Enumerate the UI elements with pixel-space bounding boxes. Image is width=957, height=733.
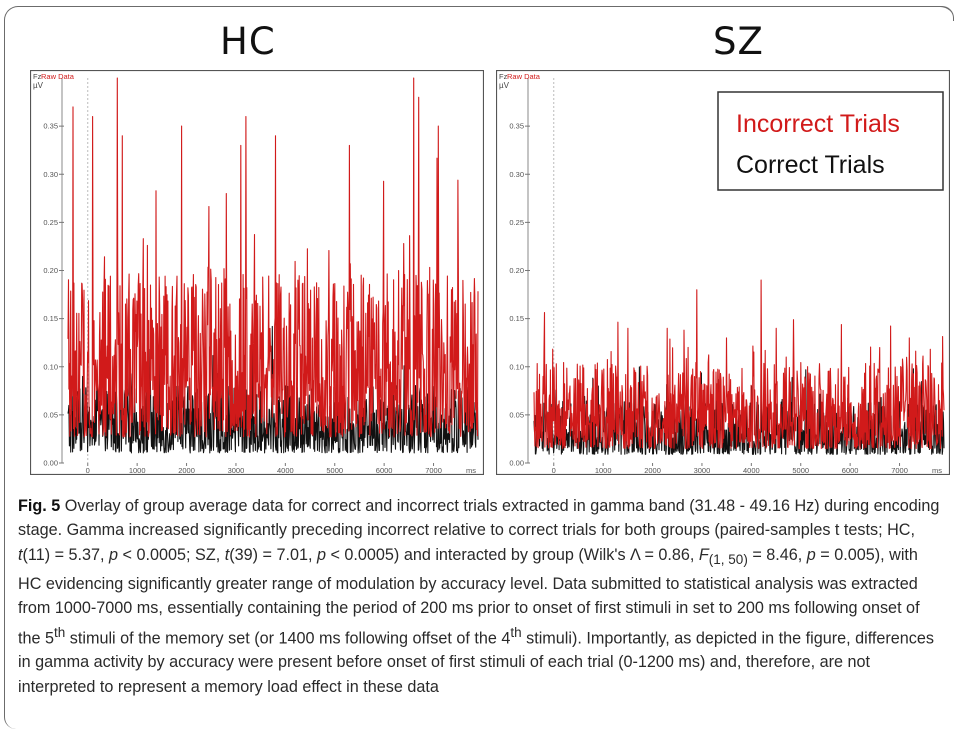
caption-text: Overlay of group average data for correc… <box>18 497 939 539</box>
y-tick-label: 0.25 <box>43 218 58 227</box>
x-tick-label: 1000 <box>595 466 612 475</box>
x-tick-label: 7000 <box>425 466 442 475</box>
y-tick-label: 0.20 <box>509 266 524 275</box>
figure-caption: Fig. 5 Overlay of group average data for… <box>18 494 943 699</box>
x-unit-label: ms <box>466 466 476 475</box>
unit-label: µV <box>33 81 44 90</box>
y-tick-label: 0.10 <box>43 362 58 371</box>
x-tick-label: 0 <box>86 466 90 475</box>
y-tick-label: 0.30 <box>509 170 524 179</box>
x-tick-label: 6000 <box>842 466 859 475</box>
y-tick-label: 0.35 <box>43 122 58 131</box>
x-tick-label: 3000 <box>228 466 245 475</box>
y-tick-label: 0.00 <box>43 459 58 468</box>
caption-fig-label: Fig. 5 <box>18 497 60 515</box>
x-tick-label: 5000 <box>792 466 809 475</box>
caption-text: (39) = 7.01, <box>229 546 317 564</box>
y-tick-label: 0.00 <box>509 459 524 468</box>
caption-italic: F <box>699 546 709 564</box>
y-tick-label: 0.15 <box>43 314 58 323</box>
caption-text: stimuli of the memory set (or 1400 ms fo… <box>65 629 510 647</box>
legend-correct: Correct Trials <box>736 151 885 179</box>
hc-title: HC <box>220 20 276 63</box>
y-tick-label: 0.15 <box>509 314 524 323</box>
x-tick-label: 6000 <box>376 466 393 475</box>
caption-superscript: th <box>54 625 65 640</box>
data-label: Raw Data <box>507 72 541 81</box>
x-unit-label: ms <box>932 466 942 475</box>
x-tick-label: 4000 <box>277 466 294 475</box>
x-tick-label: 1000 <box>129 466 146 475</box>
caption-italic: p <box>109 546 118 564</box>
x-tick-label: 2000 <box>644 466 661 475</box>
caption-text: < 0.0005; SZ, <box>118 546 225 564</box>
y-tick-label: 0.20 <box>43 266 58 275</box>
hc-chart: 0.00 0.05 0.10 0.15 0.20 0.25 0.30 0.35 0 1000 200… <box>30 70 484 475</box>
x-tick-label: 2000 <box>178 466 195 475</box>
x-tick-label: 3000 <box>694 466 711 475</box>
caption-text: (11) = 5.37, <box>23 546 110 564</box>
y-tick-label: 0.10 <box>509 362 524 371</box>
caption-text: = 8.46, <box>748 546 807 564</box>
caption-superscript: th <box>510 625 521 640</box>
y-tick-label: 0.05 <box>43 410 58 419</box>
y-tick-label: 0.30 <box>43 170 58 179</box>
legend-incorrect: Incorrect Trials <box>736 110 900 138</box>
unit-label: µV <box>499 81 510 90</box>
x-tick-label: 7000 <box>891 466 908 475</box>
y-tick-label: 0.05 <box>509 410 524 419</box>
caption-italic: p <box>317 546 326 564</box>
x-tick-label: 0 <box>552 466 556 475</box>
x-tick-label: 5000 <box>326 466 343 475</box>
caption-text: < 0.0005) and interacted by group (Wilk'… <box>326 546 699 564</box>
y-tick-label: 0.35 <box>509 122 524 131</box>
data-label: Raw Data <box>41 72 75 81</box>
x-tick-label: 4000 <box>743 466 760 475</box>
figure-frame-corner <box>939 6 954 21</box>
sz-title: SZ <box>713 20 764 63</box>
caption-subscript: (1, 50) <box>709 552 748 567</box>
caption-italic: p <box>807 546 816 564</box>
y-tick-label: 0.25 <box>509 218 524 227</box>
sz-chart: 0.00 0.05 0.10 0.15 0.20 0.25 0.30 0.35 0 1000 200… <box>496 70 950 475</box>
